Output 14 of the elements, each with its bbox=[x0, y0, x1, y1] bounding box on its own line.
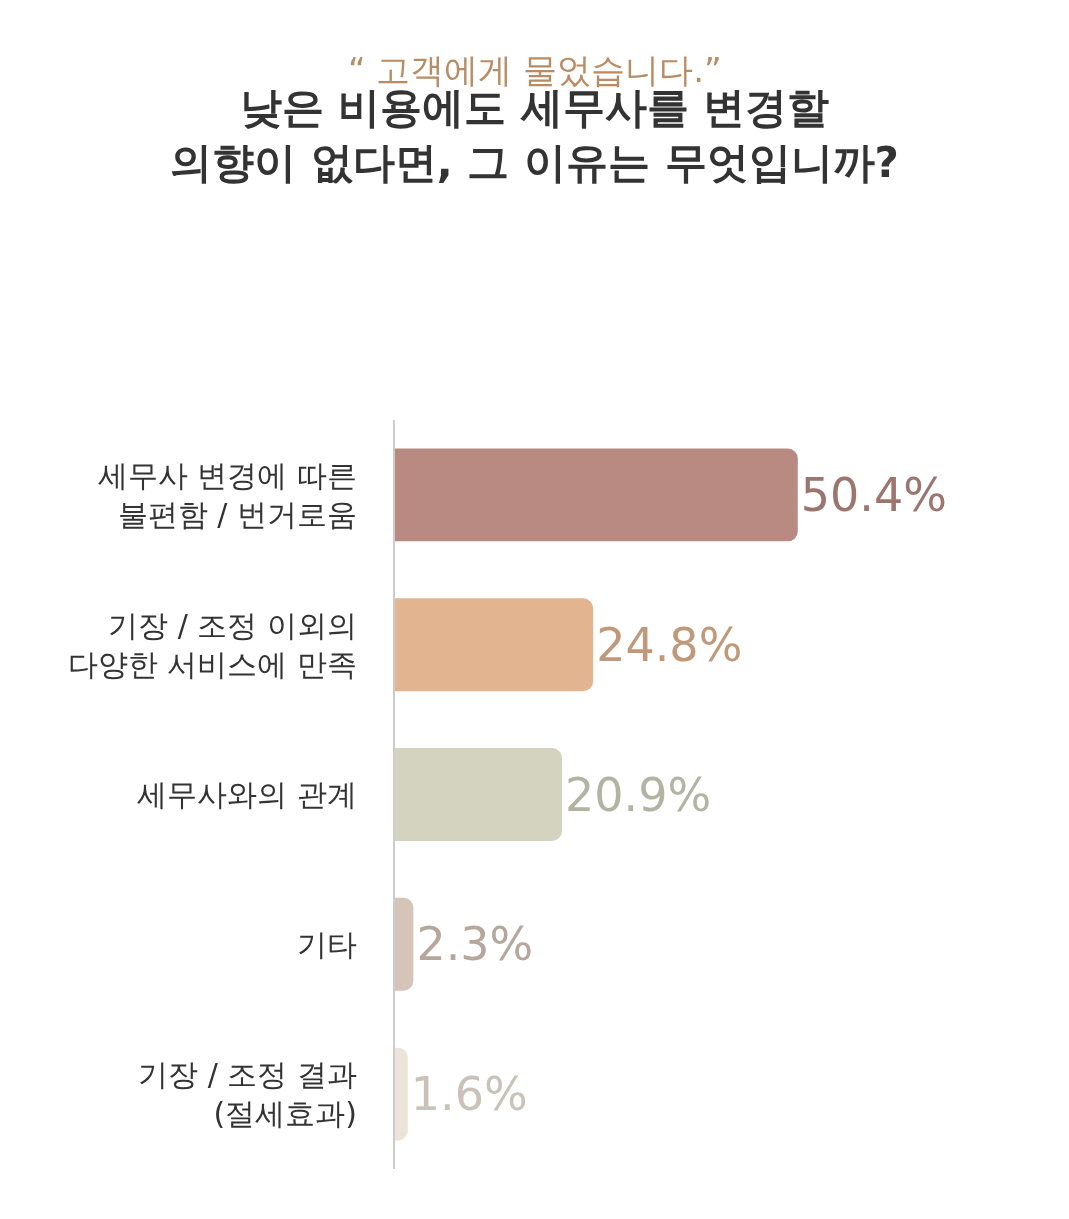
data-label: 1.6% bbox=[410, 1067, 528, 1122]
y-tick-label: 세무사와의 관계 bbox=[137, 777, 357, 812]
y-tick-label: 세무사 변경에 따른 불편함 / 번거로움 bbox=[97, 457, 357, 532]
bar bbox=[395, 598, 594, 692]
data-label: 50.4% bbox=[800, 467, 947, 522]
y-tick-label: 기장 / 조정 결과 (절세효과) bbox=[138, 1057, 357, 1132]
bar bbox=[395, 1047, 408, 1141]
data-label: 24.8% bbox=[596, 617, 743, 672]
bar bbox=[395, 448, 798, 542]
data-label: 2.3% bbox=[416, 917, 534, 972]
data-label: 20.9% bbox=[565, 767, 712, 822]
y-tick-label: 기타 bbox=[297, 926, 357, 962]
y-tick-label: 기장 / 조정 이외의 다양한 서비스에 만족 bbox=[67, 607, 357, 682]
bar bbox=[395, 897, 414, 991]
